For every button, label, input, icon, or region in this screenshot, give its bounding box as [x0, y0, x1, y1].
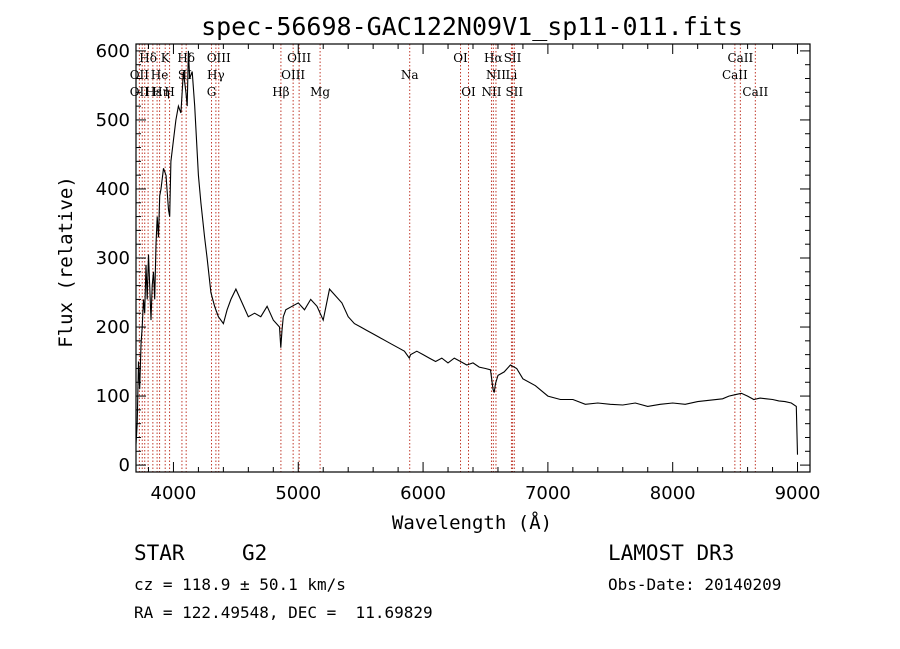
line-label: II [182, 68, 192, 82]
y-tick-label: 600 [96, 41, 130, 62]
line-label: G [207, 85, 217, 99]
survey-name: LAMOST DR3 [608, 541, 735, 565]
x-tick-label: 4000 [151, 483, 197, 504]
x-tick-label: 9000 [775, 483, 821, 504]
coordinates: RA = 122.49548, DEC = 11.69829 [134, 603, 433, 622]
line-label: OI [461, 85, 476, 99]
y-tick-label: 500 [96, 110, 130, 131]
y-axis-label: Flux (relative) [55, 176, 77, 348]
line-label: OIII [287, 51, 311, 65]
line-label: SII [505, 85, 523, 99]
line-label: NII [481, 85, 501, 99]
object-class: STAR [134, 541, 185, 565]
x-tick-label: 6000 [400, 483, 446, 504]
line-label: Hδ [139, 51, 157, 65]
line-label: OIII [281, 68, 305, 82]
line-label: Hη [152, 85, 170, 99]
redshift-readout: cz = 118.9 ± 50.1 km/s [134, 575, 346, 594]
line-label: CaII [722, 68, 748, 82]
line-label: NII [486, 68, 506, 82]
x-ticks: 4000 5000 6000 7000 8000 9000 [147, 44, 821, 504]
plot-frame [135, 43, 811, 473]
x-tick-label: 7000 [525, 483, 571, 504]
x-axis-label: Wavelength (Å) [392, 511, 552, 534]
flux-series-line [135, 50, 799, 455]
chart-title: spec-56698-GAC122N09V1_sp11-011.fits [201, 12, 743, 41]
line-label: H [164, 85, 174, 99]
marker-lines [138, 44, 756, 472]
y-tick-label: 0 [119, 455, 130, 476]
line-label: OIII [207, 51, 231, 65]
obs-date: Obs-Date: 20140209 [608, 575, 782, 594]
line-label: Hα [484, 51, 503, 65]
y-tick-label: 400 [96, 179, 130, 200]
line-label: CaII [742, 85, 768, 99]
line-label: K [161, 51, 171, 65]
x-tick-label: 8000 [650, 483, 696, 504]
line-label: Mg [310, 85, 330, 99]
line-label: OII [130, 68, 150, 82]
line-label: SII [504, 51, 522, 65]
y-tick-label: 200 [96, 317, 130, 338]
y-ticks: 0 100 200 300 400 500 600 [96, 41, 810, 476]
y-tick-label: 300 [96, 248, 130, 269]
line-label: Hδ [177, 51, 195, 65]
x-tick-label: 5000 [275, 483, 321, 504]
line-label: Hβ [272, 85, 289, 99]
line-label: Li [506, 68, 518, 82]
line-label: OI [453, 51, 468, 65]
line-label: Na [401, 68, 419, 82]
line-label: Hε [145, 85, 162, 99]
line-label: Hγ [207, 68, 225, 82]
subclass: G2 [242, 541, 268, 565]
line-label: S [178, 68, 186, 82]
line-label: CaII [727, 51, 753, 65]
line-label: He [151, 68, 169, 82]
y-tick-label: 100 [96, 386, 130, 407]
